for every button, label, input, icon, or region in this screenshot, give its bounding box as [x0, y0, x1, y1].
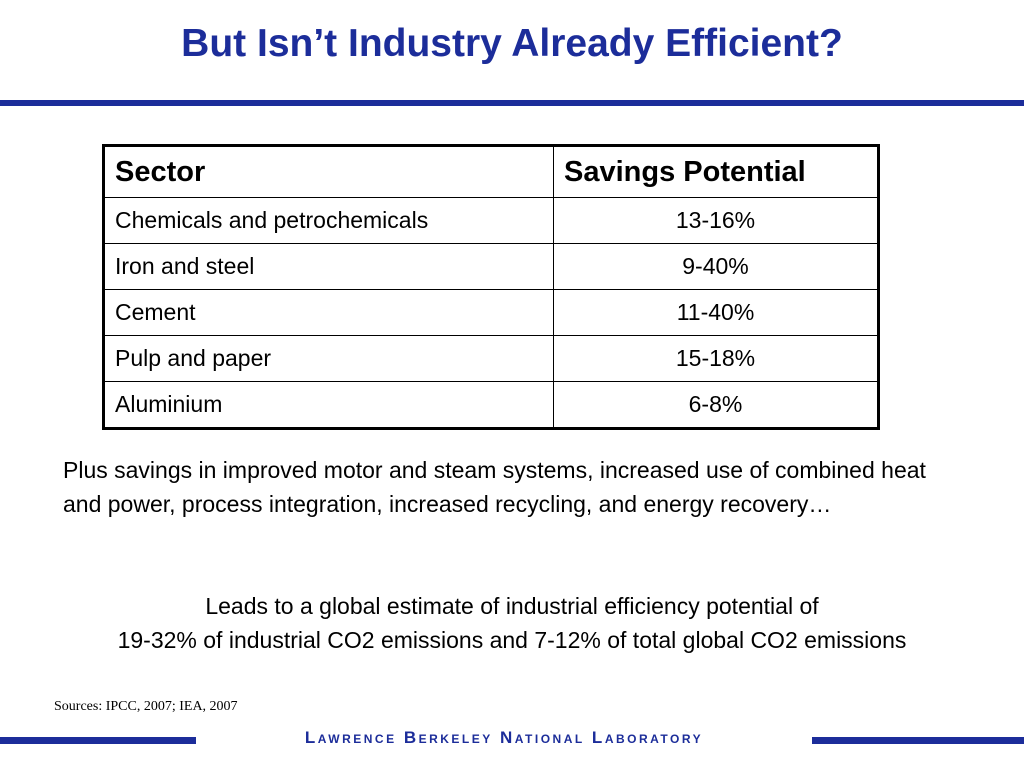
- lab-name-logo: Lawrence Berkeley National Laboratory: [304, 728, 704, 747]
- global-estimate-line-2: 19-32% of industrial CO2 emissions and 7…: [117, 627, 907, 653]
- savings-cell: 13-16%: [553, 197, 879, 244]
- column-header-sector: Sector: [103, 145, 554, 198]
- footer-rule-right: [812, 737, 1024, 744]
- sources-citation: Sources: IPCC, 2007; IEA, 2007: [54, 699, 238, 714]
- title-divider: [0, 100, 1024, 106]
- sector-cell: Cement: [103, 289, 554, 336]
- table-row: Aluminium 6-8%: [103, 381, 879, 429]
- slide-title: But Isn’t Industry Already Efficient?: [181, 22, 843, 65]
- sector-cell: Aluminium: [103, 381, 554, 429]
- footer-rule-left: [0, 737, 196, 744]
- savings-cell: 15-18%: [553, 335, 879, 382]
- savings-cell: 11-40%: [553, 289, 879, 336]
- sector-cell: Pulp and paper: [103, 335, 554, 382]
- sector-cell: Chemicals and petrochemicals: [103, 197, 554, 244]
- savings-cell: 9-40%: [553, 243, 879, 290]
- table-row: Chemicals and petrochemicals 13-16%: [103, 197, 879, 244]
- table-row: Cement 11-40%: [103, 289, 879, 336]
- column-header-savings: Savings Potential: [553, 145, 879, 198]
- savings-table: Sector Savings Potential Chemicals and p…: [102, 144, 880, 430]
- table-row: Iron and steel 9-40%: [103, 243, 879, 290]
- global-estimate-line-1: Leads to a global estimate of industrial…: [205, 593, 819, 619]
- savings-cell: 6-8%: [553, 381, 879, 429]
- global-estimate-text: Leads to a global estimate of industrial…: [0, 589, 1024, 657]
- table-header-row: Sector Savings Potential: [103, 145, 879, 198]
- additional-savings-text: Plus savings in improved motor and steam…: [63, 457, 926, 517]
- table-row: Pulp and paper 15-18%: [103, 335, 879, 382]
- sector-cell: Iron and steel: [103, 243, 554, 290]
